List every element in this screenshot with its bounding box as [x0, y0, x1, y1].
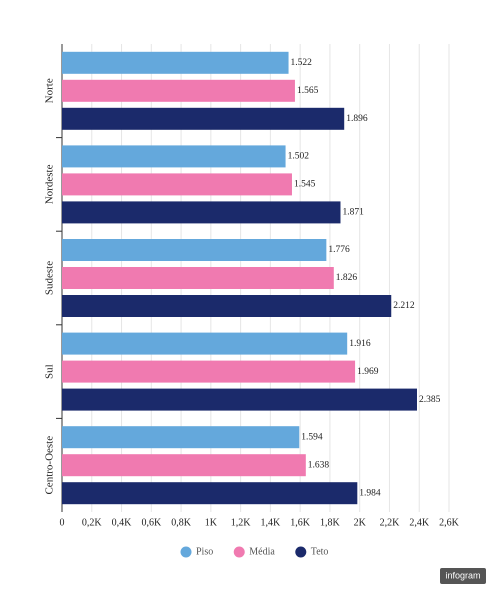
value-label: 1.871 [342, 208, 364, 218]
x-tick-label: 1,8K [320, 517, 341, 528]
legend-label: Teto [311, 546, 329, 557]
y-tick-label: Sudeste [44, 261, 56, 295]
value-label: 1.776 [328, 245, 350, 255]
bar [62, 107, 345, 130]
legend-label: Média [249, 546, 275, 557]
y-tick-label: Centro-Oeste [44, 436, 56, 495]
value-label: 1.896 [346, 114, 368, 124]
bar [62, 173, 292, 196]
legend-marker [233, 546, 245, 558]
bar [62, 332, 348, 355]
x-tick-label: 0,6K [141, 517, 162, 528]
x-tick-label: 1,6K [290, 517, 311, 528]
x-tick-label: 0,2K [82, 517, 103, 528]
bar [62, 295, 392, 317]
legend-marker [180, 546, 192, 558]
value-label: 1.545 [294, 180, 316, 190]
x-tick-label: 1,4K [261, 517, 282, 528]
legend-marker [295, 546, 307, 558]
x-tick-label: 1,2K [231, 517, 252, 528]
x-tick-label: 2,4K [409, 517, 430, 528]
badge-bg [440, 568, 486, 584]
bar [62, 482, 358, 505]
value-label: 1.594 [301, 432, 323, 442]
x-tick-label: 1K [205, 517, 218, 528]
badge: infogram [445, 570, 480, 580]
bar [62, 360, 356, 383]
x-tick-label: 0,8K [171, 517, 192, 528]
value-label: 1.826 [336, 273, 358, 283]
bar [62, 454, 306, 477]
value-label: 1.916 [349, 339, 371, 349]
legend-label: Piso [196, 546, 213, 557]
value-label: 1.565 [297, 86, 319, 96]
y-tick-label: Sul [44, 364, 56, 379]
bar [62, 267, 334, 289]
value-label: 1.638 [308, 460, 330, 470]
value-label: 1.522 [291, 58, 313, 68]
x-tick-label: 0,4K [112, 517, 133, 528]
bar [62, 239, 327, 261]
x-tick-label: 2K [354, 517, 367, 528]
y-tick-label: Nordeste [44, 164, 56, 204]
value-label: 1.969 [357, 367, 379, 377]
x-tick-label: 2,6K [439, 517, 460, 528]
bar [62, 79, 295, 102]
bar [62, 145, 286, 168]
bar [62, 426, 300, 449]
value-label: 2.385 [419, 395, 441, 405]
bar [62, 388, 417, 411]
value-label: 2.212 [393, 301, 415, 311]
y-tick-label: Norte [44, 78, 56, 103]
value-label: 1.502 [288, 152, 310, 162]
bar [62, 201, 341, 224]
x-tick-label: 2,2K [380, 517, 401, 528]
bar [62, 51, 289, 74]
value-label: 1.984 [359, 488, 381, 498]
x-tick-label: 0 [60, 517, 65, 528]
